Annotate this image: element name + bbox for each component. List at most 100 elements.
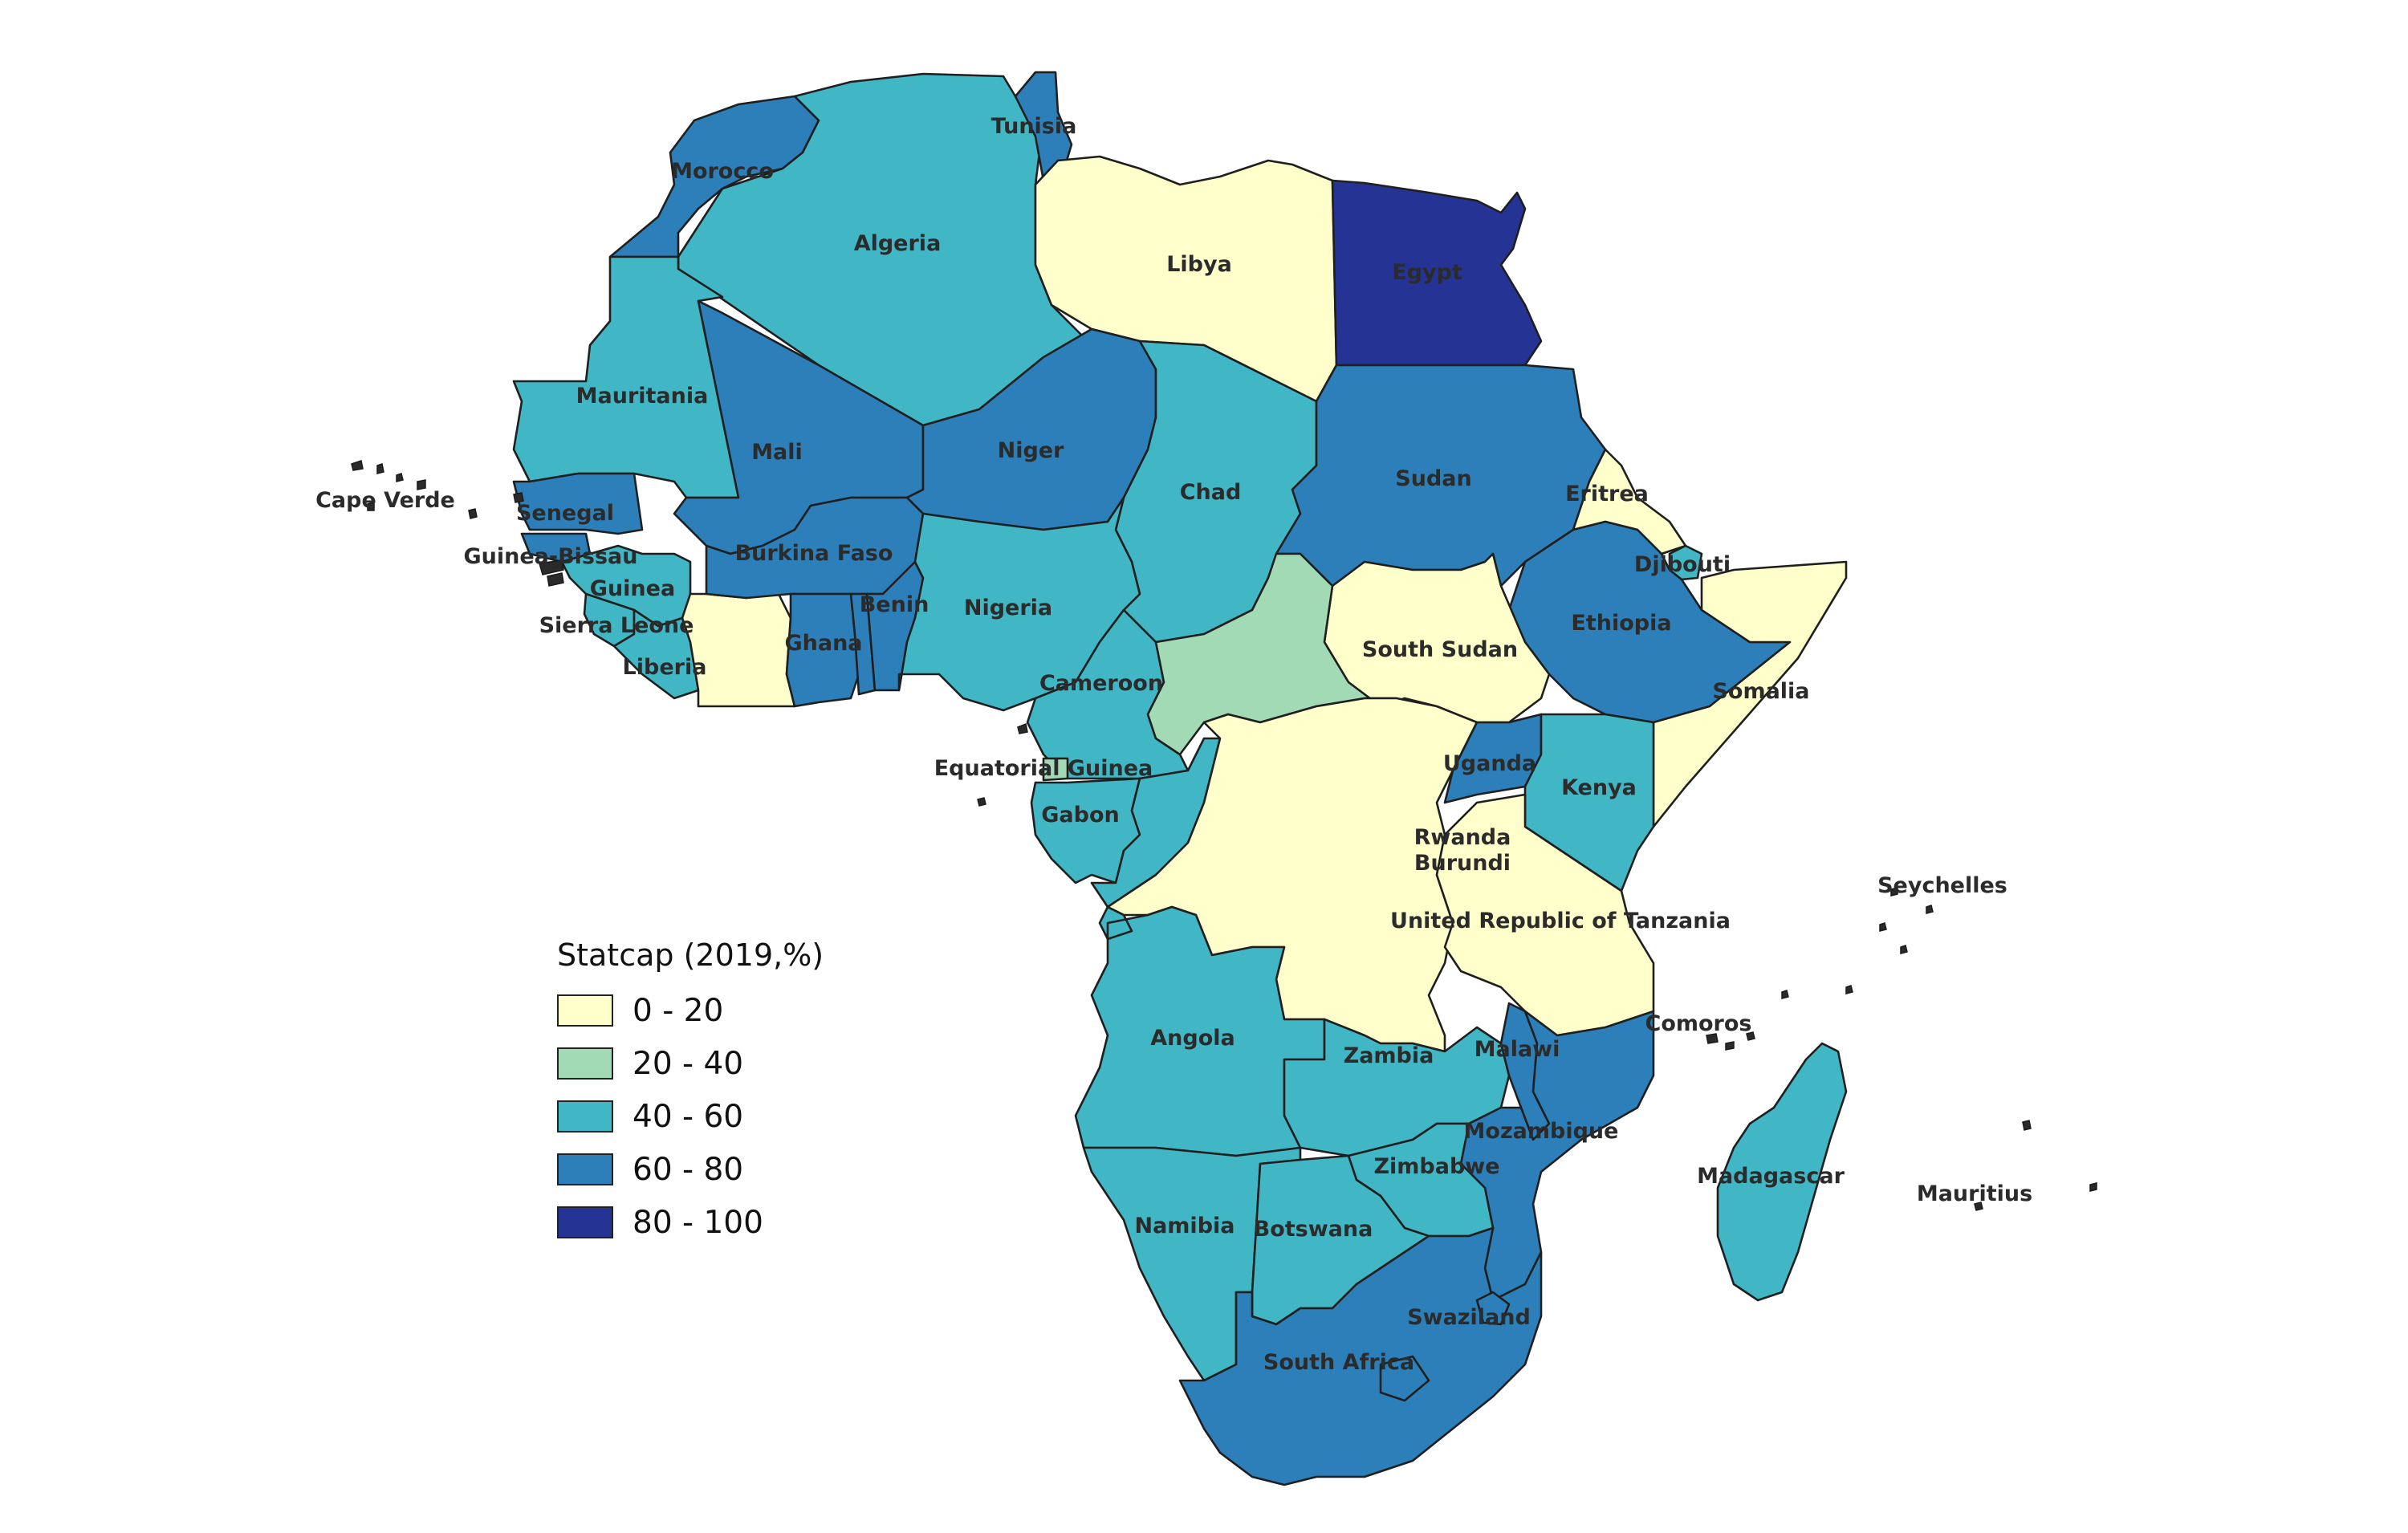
legend-title: Statcap (2019,%) [557,937,824,973]
island-marker [547,572,564,587]
label-nigeria: Nigeria [964,596,1052,620]
island-marker [2089,1182,2097,1192]
island-marker [1706,1033,1719,1044]
label-somalia: Somalia [1712,679,1809,704]
country-tunisia [1014,71,1073,186]
label-united-republic-of-tanzania: United Republic of Tanzania [1390,909,1731,933]
label-south-africa: South Africa [1263,1350,1414,1375]
legend-swatch [557,1206,613,1238]
country-egypt [1331,179,1543,367]
country-somalia [1652,560,1848,828]
label-algeria: Algeria [854,231,942,256]
country-south-africa [1178,1226,1543,1486]
island-marker [1890,887,1898,897]
island-marker [513,492,524,503]
label-eritrea: Eritrea [1565,482,1649,506]
country-shapes [512,71,1848,1486]
label-zambia: Zambia [1344,1043,1434,1068]
label-angola: Angola [1150,1026,1235,1051]
label-sudan: Sudan [1395,466,1471,491]
label-libya: Libya [1166,252,1232,277]
label-uganda: Uganda [1443,751,1536,776]
island-marker [1781,990,1789,999]
label-mali: Mali [751,440,803,465]
legend-item-0-20: 0 - 20 [557,984,824,1037]
country-liberia [612,608,700,700]
legend-swatch [557,994,613,1027]
label-ghana: Ghana [784,631,862,656]
legend-label: 80 - 100 [633,1204,763,1241]
legend-item-80-100: 80 - 100 [557,1196,824,1249]
label-cameroon: Cameroon [1039,671,1163,696]
label-sierra-leone: Sierra Leone [539,613,694,638]
country-senegal [512,472,644,535]
country-cote-d-ivoire [681,592,796,708]
island-marker [376,463,384,474]
island-marker [1974,1202,1983,1211]
label-seychelles: Seychelles [1877,873,2007,898]
island-marker [1926,905,1934,914]
label-mozambique: Mozambique [1464,1119,1619,1144]
legend-item-40-60: 40 - 60 [557,1090,824,1143]
label-senegal: Senegal [516,501,614,526]
label-guinea-bissau: Guinea-Bissau [463,544,637,569]
island-marker [977,797,986,807]
label-mauritius: Mauritius [1917,1181,2032,1206]
country-labels: Morocco Algeria Tunisia Libya Egypt Mauritani… [315,114,2032,1375]
legend-label: 20 - 40 [633,1045,744,1082]
legend-swatch [557,1153,613,1185]
label-rwanda: Rwanda [1414,825,1511,850]
island-marker [1879,922,1887,932]
label-chad: Chad [1180,480,1242,505]
label-morocco: Morocco [671,159,774,184]
label-zimbabwe: Zimbabwe [1373,1154,1499,1179]
label-botswana: Botswana [1254,1217,1373,1242]
country-madagascar [1716,1042,1848,1302]
legend-label: 0 - 20 [633,992,724,1029]
island-marker [396,473,404,482]
label-niger: Niger [998,438,1064,463]
label-burundi: Burundi [1414,851,1511,876]
label-malawi: Malawi [1474,1037,1560,1062]
island-marker [351,460,364,471]
label-madagascar: Madagascar [1697,1164,1845,1189]
label-south-sudan: South Sudan [1362,637,1518,662]
label-comoros: Comoros [1645,1011,1752,1036]
label-mauritania: Mauritania [576,384,709,409]
island-marker [468,508,478,519]
country-swaziland [1475,1291,1511,1326]
label-equatorial-guinea: Equatorial Guinea [934,756,1153,781]
country-equatorial-guinea [1042,757,1069,782]
label-tunisia: Tunisia [991,114,1077,139]
label-kenya: Kenya [1561,775,1637,800]
label-egypt: Egypt [1392,260,1462,285]
island-marker [1725,1041,1735,1051]
legend-label: 60 - 80 [633,1151,744,1188]
island-marker [2022,1120,2032,1131]
island-marker [417,479,426,490]
legend-item-60-80: 60 - 80 [557,1143,824,1196]
legend-swatch [557,1047,613,1080]
island-marker [539,559,564,575]
island-marker [1746,1031,1755,1041]
island-marker [1900,945,1908,954]
label-cape-verde: Cape Verde [315,488,455,513]
island-markers [351,460,2097,1211]
island-marker [367,502,375,511]
label-liberia: Liberia [623,655,707,680]
legend-swatch [557,1100,613,1132]
label-gabon: Gabon [1041,803,1119,827]
island-marker [1017,722,1028,734]
label-swaziland: Swaziland [1407,1305,1531,1330]
label-djibouti: Djibouti [1634,552,1731,577]
country-mauritania [512,255,740,499]
island-marker [1845,985,1853,994]
legend-item-20-40: 20 - 40 [557,1037,824,1090]
label-benin: Benin [860,592,929,617]
legend: Statcap (2019,%) 0 - 20 20 - 40 40 - 60 … [557,937,824,1249]
label-guinea: Guinea [590,576,675,601]
label-ethiopia: Ethiopia [1571,611,1671,636]
country-lesotho [1379,1355,1430,1402]
legend-label: 40 - 60 [633,1098,744,1135]
